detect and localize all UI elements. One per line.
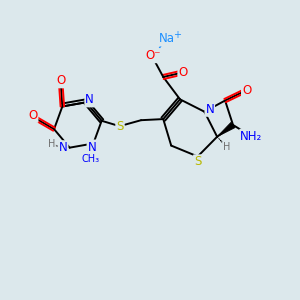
Text: S: S [194,155,201,168]
Text: N: N [59,141,68,154]
Polygon shape [217,122,235,137]
Text: O: O [56,74,65,87]
Text: O⁻: O⁻ [146,49,161,62]
Text: N: N [85,93,94,106]
Text: H: H [48,139,55,149]
Text: Na: Na [159,32,176,46]
Text: O: O [242,84,251,97]
Text: S: S [116,120,124,133]
Text: H: H [223,142,230,152]
Text: NH₂: NH₂ [240,130,262,143]
Text: CH₃: CH₃ [81,154,100,164]
Text: O: O [28,109,38,122]
Text: N: N [206,103,214,116]
Text: N: N [88,140,96,154]
Text: O: O [178,66,188,79]
Text: +: + [173,30,181,40]
